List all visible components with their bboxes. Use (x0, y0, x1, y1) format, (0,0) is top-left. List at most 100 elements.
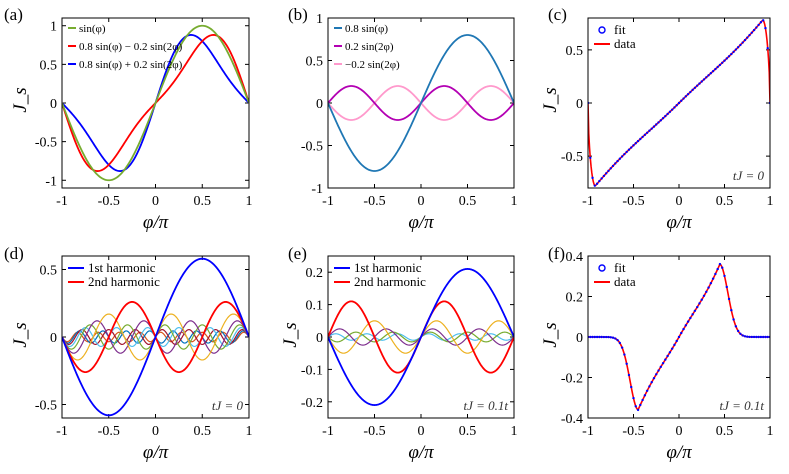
fit-marker (746, 36, 749, 39)
fit-marker (623, 353, 626, 356)
fit-marker (677, 101, 681, 105)
legend-label: 1st harmonic (88, 260, 156, 275)
plot-area (62, 257, 249, 417)
y-tick-label: 0 (316, 97, 323, 112)
fit-marker (607, 335, 610, 339)
y-axis-label: J_s (10, 87, 31, 112)
fit-marker (668, 351, 672, 354)
fit-marker (748, 335, 751, 339)
legend-marker (598, 264, 606, 272)
fit-marker (618, 157, 622, 160)
x-axis-label: φ/π (408, 212, 434, 233)
fit-marker (641, 398, 644, 402)
x-tick-label: 0.5 (194, 194, 212, 209)
fit-marker (682, 327, 685, 331)
plot-area (328, 268, 514, 406)
y-tick-label: 0.5 (306, 55, 324, 70)
fit-marker (730, 52, 733, 56)
annotation: tJ = 0 (212, 398, 244, 413)
legend-label: 1st harmonic (354, 260, 422, 275)
fit-marker (721, 61, 724, 64)
fit-marker (595, 182, 599, 185)
fit-marker (611, 336, 615, 339)
fit-marker (593, 335, 597, 339)
fit-marker (698, 302, 701, 305)
fit-marker (746, 335, 749, 338)
x-tick-label: 1 (246, 424, 253, 439)
y-axis-label: J_s (540, 87, 561, 112)
fit-marker (589, 156, 592, 160)
y-tick-label: 0 (316, 331, 323, 346)
fit-marker (666, 354, 669, 358)
fit-marker (714, 272, 717, 276)
fit-marker (725, 285, 728, 289)
fit-marker (632, 144, 635, 147)
x-tick-label: -0.5 (363, 424, 385, 439)
panel-b: -1 -0.5 0 0.5 1 -1 -0.5 0 0.5 1 (b) φ/π 0.8 sin(φ) 0.… (288, 5, 518, 233)
fit-marker (652, 377, 656, 380)
fit-marker (602, 174, 606, 178)
fit-marker (609, 336, 612, 339)
legend-label: data (614, 36, 636, 51)
fit-marker (693, 309, 697, 312)
series-line-1st-harmonic (62, 257, 249, 417)
fit-marker (600, 177, 603, 180)
y-tick-label: 0 (576, 331, 583, 346)
fit-marker (661, 117, 665, 120)
fit-marker (675, 104, 678, 107)
fit-marker (723, 274, 726, 278)
y-tick-label: 0.2 (306, 266, 324, 281)
fit-marker (711, 277, 715, 280)
fit-marker (655, 123, 658, 126)
fit-marker (709, 282, 713, 285)
y-tick-label: -1 (45, 174, 57, 189)
fit-marker (630, 385, 633, 389)
x-axis-label: φ/π (408, 442, 434, 463)
fit-marker (730, 308, 733, 312)
panel-label: (e) (288, 244, 307, 263)
fit-marker (668, 110, 672, 114)
fit-marker (748, 33, 751, 37)
fit-marker (711, 69, 715, 73)
fit-marker (645, 389, 649, 392)
y-tick-label: -0.1 (301, 363, 323, 378)
fit-marker (759, 21, 763, 24)
fit-marker (707, 286, 710, 289)
fit-marker (721, 266, 724, 269)
fit-marker (636, 408, 640, 412)
fit-marker (686, 320, 690, 323)
fit-marker (648, 129, 651, 132)
y-tick-label: -0.2 (561, 372, 583, 387)
fit-marker (661, 362, 665, 365)
x-tick-label: 1 (511, 424, 518, 439)
fit-marker (657, 369, 660, 372)
fit-marker (591, 176, 594, 180)
fit-marker (639, 403, 642, 407)
x-tick-label: -1 (56, 424, 68, 439)
legend-label: 2nd harmonic (354, 274, 426, 289)
y-tick-label: -0.5 (35, 136, 57, 151)
fit-marker (630, 146, 633, 149)
fit-marker (605, 335, 608, 339)
x-axis-label: φ/π (143, 442, 169, 463)
fit-marker (716, 65, 719, 69)
fit-marker (716, 267, 719, 271)
fit-marker (691, 313, 694, 316)
fit-marker (689, 90, 692, 94)
panel-a: -1 -0.5 0 0.5 1 -1 -0.5 0 0.5 1 (a) φ/π J_s sin(φ) 0.8… (4, 5, 253, 233)
fit-marker (739, 332, 742, 336)
fit-marker (732, 318, 735, 321)
x-tick-label: -1 (582, 194, 594, 209)
fit-marker (757, 23, 760, 27)
fit-marker (614, 162, 617, 165)
fit-marker (605, 172, 608, 175)
panel-e: -1 -0.5 0 0.5 1 -0.2 -0.1 0 0.1 0.2 (e) φ/π J_s 1st h… (280, 244, 518, 463)
fit-marker (743, 335, 747, 338)
x-tick-label: 1 (767, 424, 774, 439)
fit-marker (639, 137, 642, 141)
y-axis-label: J_s (540, 322, 561, 347)
x-tick-label: 0 (676, 194, 683, 209)
panel-label: (c) (548, 5, 567, 24)
fit-marker (645, 131, 649, 134)
fit-marker (652, 125, 656, 128)
